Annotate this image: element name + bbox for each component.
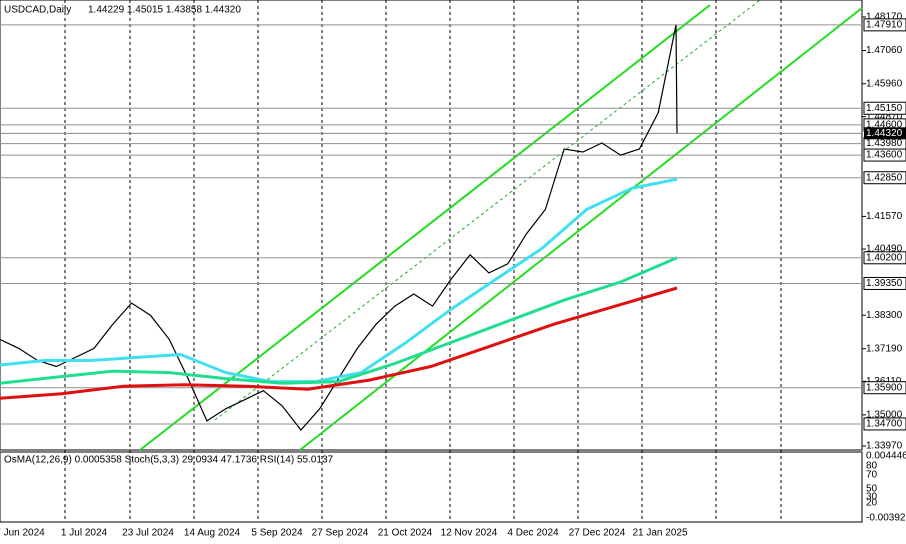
header-ohlc: 1.44229 1.45015 1.43858 1.44320	[88, 5, 241, 16]
price-line	[0, 256, 678, 385]
indicator-axis-label: 50	[866, 484, 878, 495]
level-box	[863, 417, 906, 431]
y-tick-label: 1.48170	[866, 12, 903, 23]
level-label: 1.43980	[866, 138, 903, 149]
level-label: 1.47910	[866, 19, 903, 30]
level-label: 1.35900	[866, 382, 903, 393]
level-label: 1.44600	[866, 119, 903, 130]
level-box	[863, 148, 906, 162]
indicator-axis-label: 70	[866, 470, 878, 481]
level-label: 1.39350	[866, 278, 903, 289]
level-box	[863, 101, 906, 115]
indicator-axis-label: 30	[866, 492, 878, 503]
y-tick-label: 1.44870	[866, 111, 903, 122]
x-tick-label: 4 Dec 2024	[507, 528, 559, 539]
y-tick-label: 1.35000	[866, 410, 903, 421]
indicator-axis-label: -0.00392	[866, 513, 906, 524]
indicator-axis-label: 0.0044461	[866, 451, 906, 462]
y-tick-label: 1.37190	[866, 343, 903, 354]
level-box	[863, 251, 906, 265]
level-label: 1.43600	[866, 150, 903, 161]
x-tick-label: 27 Sep 2024	[312, 528, 369, 539]
indicator-panel	[0, 451, 863, 523]
price-panel	[0, 0, 863, 451]
x-tick-label: 21 Oct 2024	[378, 528, 433, 539]
channel-mid	[214, 0, 761, 421]
indicator-axis-label: 80	[866, 461, 878, 472]
level-box	[863, 18, 906, 32]
level-box	[863, 171, 906, 185]
x-tick-label: 14 Aug 2024	[184, 528, 241, 539]
x-tick-label: 23 Jul 2024	[122, 528, 174, 539]
time-grid	[64, 0, 782, 522]
level-label: 1.34700	[866, 419, 903, 430]
y-tick-label: 1.41570	[866, 211, 903, 222]
indicator-axis-label: 20	[866, 498, 878, 509]
y-tick-label: 1.47060	[866, 45, 903, 56]
x-tick-label: 5 Sep 2024	[251, 528, 303, 539]
x-tick-label: 27 Dec 2024	[569, 528, 626, 539]
x-tick-label: 12 Nov 2024	[441, 528, 498, 539]
y-tick-label: 1.38300	[866, 310, 903, 321]
x-tick-label: 7 Jun 2024	[0, 528, 45, 539]
current-label: 1.44320	[866, 128, 903, 139]
level-label: 1.45150	[866, 103, 903, 114]
y-tick-label: 1.33970	[866, 441, 903, 452]
price-line	[0, 177, 678, 384]
level-label: 1.40200	[866, 252, 903, 263]
level-label: 1.42850	[866, 172, 903, 183]
y-tick-label: 1.45960	[866, 78, 903, 89]
level-box	[863, 381, 906, 395]
current-box	[864, 127, 906, 140]
indicator-label: OsMA(12,26,9) 0.0005358 Stoch(5,3,3) 29.…	[4, 455, 334, 466]
price-line	[0, 24, 678, 431]
price-line	[0, 286, 678, 400]
y-tick-label: 1.40490	[866, 244, 903, 255]
level-box	[863, 276, 906, 290]
x-tick-label: 1 Jul 2024	[61, 528, 108, 539]
x-tick-label: 21 Jan 2025	[632, 528, 687, 539]
header-title: USDCAD,Daily	[4, 5, 71, 16]
